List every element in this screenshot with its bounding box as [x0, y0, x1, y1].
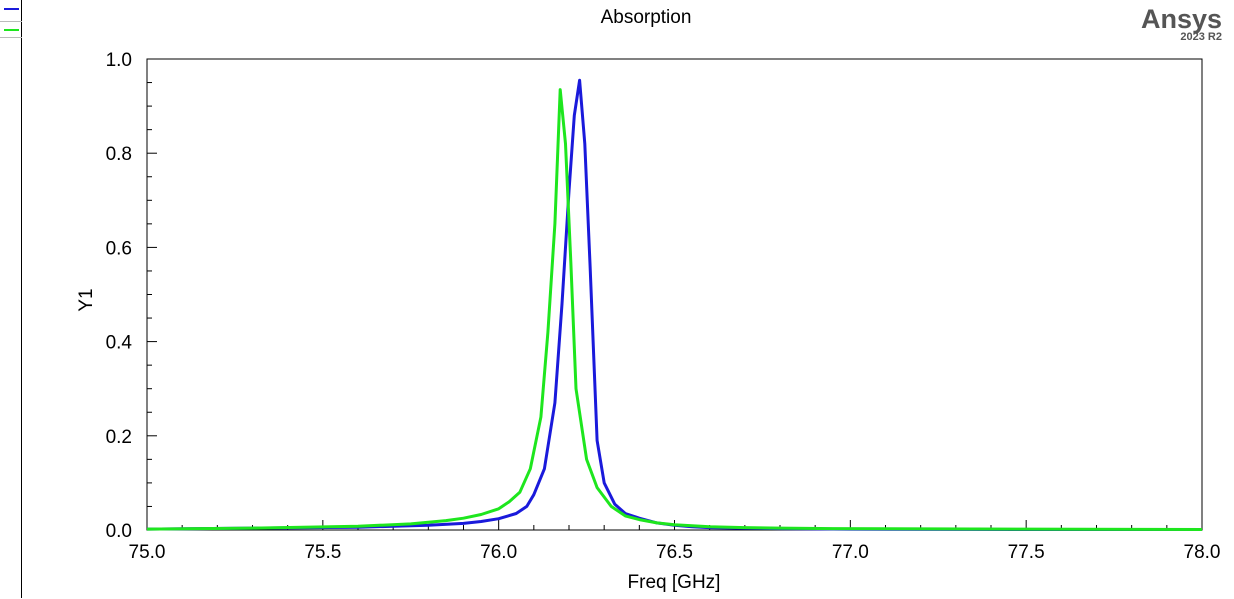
series-line-1 — [146, 78, 1202, 531]
plot-frame — [146, 58, 1203, 531]
y-tick-label: 0.6 — [106, 238, 132, 259]
x-tick-label: 78.0 — [1184, 542, 1221, 563]
x-tick-label: 76.5 — [656, 542, 693, 563]
legend-swatch-series-2[interactable] — [4, 29, 19, 31]
x-tick-label: 76.0 — [480, 542, 517, 563]
x-tick-label: 75.5 — [304, 542, 341, 563]
y-tick-label: 0.2 — [106, 427, 132, 448]
y-tick-label: 0.4 — [106, 333, 133, 354]
series-lines — [146, 78, 1203, 531]
legend-divider — [0, 21, 22, 22]
y-tick-label: 0.0 — [106, 521, 132, 542]
series-line-2 — [146, 88, 1203, 531]
chart-title: Absorption — [601, 7, 692, 28]
legend-divider — [0, 37, 22, 38]
brand-version: 2023 R2 — [1180, 31, 1222, 43]
x-tick-label: 77.0 — [832, 542, 869, 563]
x-tick-label: 75.0 — [129, 542, 166, 563]
y-tick-label: 1.0 — [106, 50, 132, 71]
x-axis-label: Freq [GHz] — [628, 572, 721, 593]
legend-swatch-series-1[interactable] — [4, 8, 19, 10]
axis-ticks — [146, 58, 1203, 531]
y-axis-label: Y1 — [76, 288, 97, 311]
brand-name: Ansys — [1140, 4, 1222, 34]
y-tick-label: 0.8 — [106, 144, 132, 165]
legend-panel — [0, 0, 22, 598]
x-tick-label: 77.5 — [1008, 542, 1045, 563]
brand-logo: Ansys 2023 R2 — [1141, 4, 1222, 43]
tick-labels: 75.0 75.5 76.0 76.5 77.0 77.5 78.0 0.0 0.2 0.4 0.6… — [106, 50, 1221, 563]
